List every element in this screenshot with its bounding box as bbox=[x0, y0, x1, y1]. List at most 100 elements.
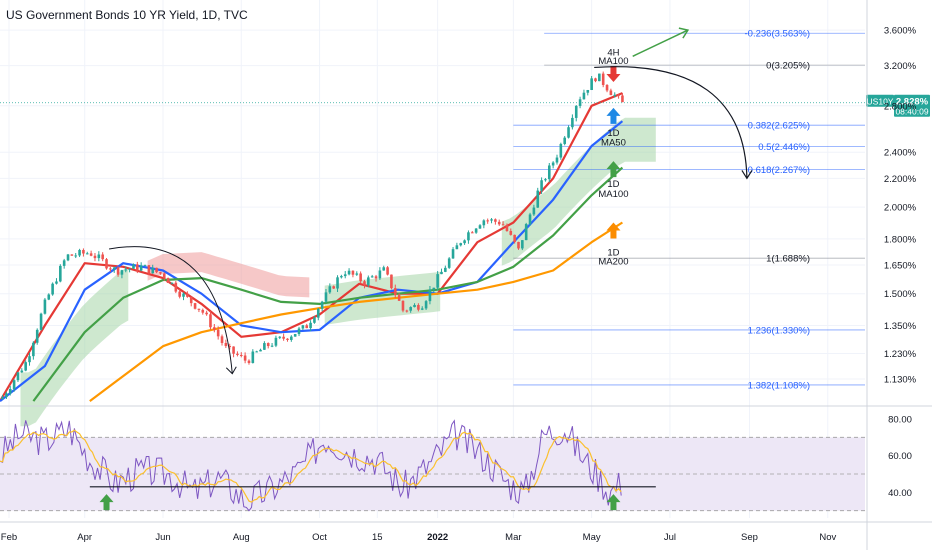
candle-body bbox=[155, 267, 158, 273]
x-tick-label: Jul bbox=[664, 532, 676, 543]
candle-body bbox=[151, 267, 155, 274]
candle-body bbox=[447, 258, 451, 268]
candle-body bbox=[1, 397, 4, 400]
candle-body bbox=[547, 165, 551, 180]
candle-body bbox=[189, 296, 193, 304]
trend-arrow-line bbox=[632, 29, 689, 57]
candle-body bbox=[536, 190, 540, 208]
candle-body bbox=[255, 351, 258, 353]
candle-body bbox=[24, 362, 27, 371]
candle-body bbox=[436, 274, 439, 288]
y-tick-label: 1.800% bbox=[884, 234, 917, 245]
candle-body bbox=[324, 292, 328, 302]
candle-body bbox=[609, 90, 613, 96]
candle-body bbox=[328, 286, 332, 293]
candle-body bbox=[382, 267, 386, 271]
candle-body bbox=[320, 301, 324, 309]
candle-body bbox=[297, 328, 301, 335]
candle-body bbox=[413, 304, 416, 308]
candle-body bbox=[266, 343, 270, 347]
fib-label: 1.382(1.108%) bbox=[748, 380, 810, 391]
candle-body bbox=[486, 220, 489, 222]
candle-body bbox=[455, 245, 459, 250]
x-tick-label: Feb bbox=[1, 532, 17, 543]
y-tick-label: 2.200% bbox=[884, 174, 917, 185]
candle-body bbox=[278, 336, 282, 338]
up-arrow-icon bbox=[606, 222, 621, 239]
candle-body bbox=[405, 310, 409, 312]
moving-averages bbox=[0, 92, 624, 402]
x-tick-label: Apr bbox=[77, 532, 92, 543]
candle-body bbox=[32, 342, 35, 357]
candle-body bbox=[571, 117, 574, 128]
rsi-ma-line bbox=[0, 429, 622, 503]
candle-body bbox=[505, 224, 509, 231]
candle-body bbox=[598, 73, 601, 82]
projection-curve bbox=[594, 66, 748, 179]
candle-body bbox=[197, 308, 201, 310]
candle-body bbox=[78, 249, 81, 256]
candle-body bbox=[374, 276, 378, 279]
candle-body bbox=[544, 179, 547, 181]
candle-body bbox=[35, 329, 39, 343]
rsi-band bbox=[0, 436, 865, 512]
candle-body bbox=[232, 346, 235, 354]
candle-body bbox=[428, 289, 432, 302]
up-arrow-icon bbox=[606, 494, 621, 511]
candle-body bbox=[482, 220, 486, 226]
candle-body bbox=[613, 94, 617, 96]
annotation-label: MA100 bbox=[598, 189, 628, 200]
candle-body bbox=[590, 78, 593, 91]
annotation-label: MA100 bbox=[598, 56, 628, 67]
down-arrow-icon bbox=[606, 66, 621, 83]
candle-body bbox=[367, 277, 370, 286]
candle-body bbox=[205, 312, 208, 315]
x-tick-label: Sep bbox=[741, 532, 758, 543]
candle-body bbox=[501, 224, 505, 226]
fib-label: 0.382(2.625%) bbox=[748, 121, 810, 132]
fib-label: 0(3.205%) bbox=[766, 61, 810, 72]
candle-body bbox=[166, 278, 170, 284]
candle-body bbox=[120, 270, 124, 275]
candle-body bbox=[89, 253, 93, 256]
candle-body bbox=[186, 293, 189, 297]
rsi-line bbox=[0, 419, 622, 512]
candle-body bbox=[162, 273, 166, 279]
candle-body bbox=[574, 105, 578, 118]
x-tick-label: Mar bbox=[505, 532, 521, 543]
trend-arrow-head-icon bbox=[678, 27, 690, 39]
ma-line-1d-ma100 bbox=[32, 166, 624, 402]
annotation-label: MA50 bbox=[601, 137, 626, 148]
fibonacci-levels: -0.236(3.563%) 0(3.205%) 0.382(2.625%) 0.5(… bbox=[513, 29, 865, 391]
rsi-lines bbox=[0, 419, 656, 512]
candle-body bbox=[397, 295, 401, 301]
candle-body bbox=[359, 273, 362, 282]
candle-body bbox=[555, 157, 559, 163]
candle-body bbox=[451, 249, 455, 259]
candle-body bbox=[97, 254, 101, 259]
x-tick-label: Oct bbox=[312, 532, 327, 543]
candle-body bbox=[474, 228, 478, 233]
x-tick-label: 2022 bbox=[427, 532, 448, 543]
ma-line-ma bbox=[0, 92, 623, 402]
candle-body bbox=[201, 309, 205, 313]
projection-arrow-head-icon bbox=[225, 366, 237, 375]
candle-body bbox=[124, 269, 128, 271]
candle-body bbox=[59, 265, 62, 282]
candle-body bbox=[39, 313, 43, 330]
candle-body bbox=[524, 224, 528, 241]
candle-body bbox=[282, 336, 285, 339]
candle-body bbox=[497, 221, 501, 225]
fib-label: 1.236(1.330%) bbox=[748, 325, 810, 336]
candle-body bbox=[213, 327, 216, 330]
candle-body bbox=[563, 137, 566, 144]
candle-body bbox=[370, 276, 374, 278]
candle-body bbox=[5, 393, 8, 398]
annotation-label: 1D bbox=[607, 248, 619, 259]
up-arrow-icon bbox=[99, 494, 114, 511]
up-arrow-icon bbox=[606, 161, 621, 178]
candle-body bbox=[143, 265, 147, 267]
